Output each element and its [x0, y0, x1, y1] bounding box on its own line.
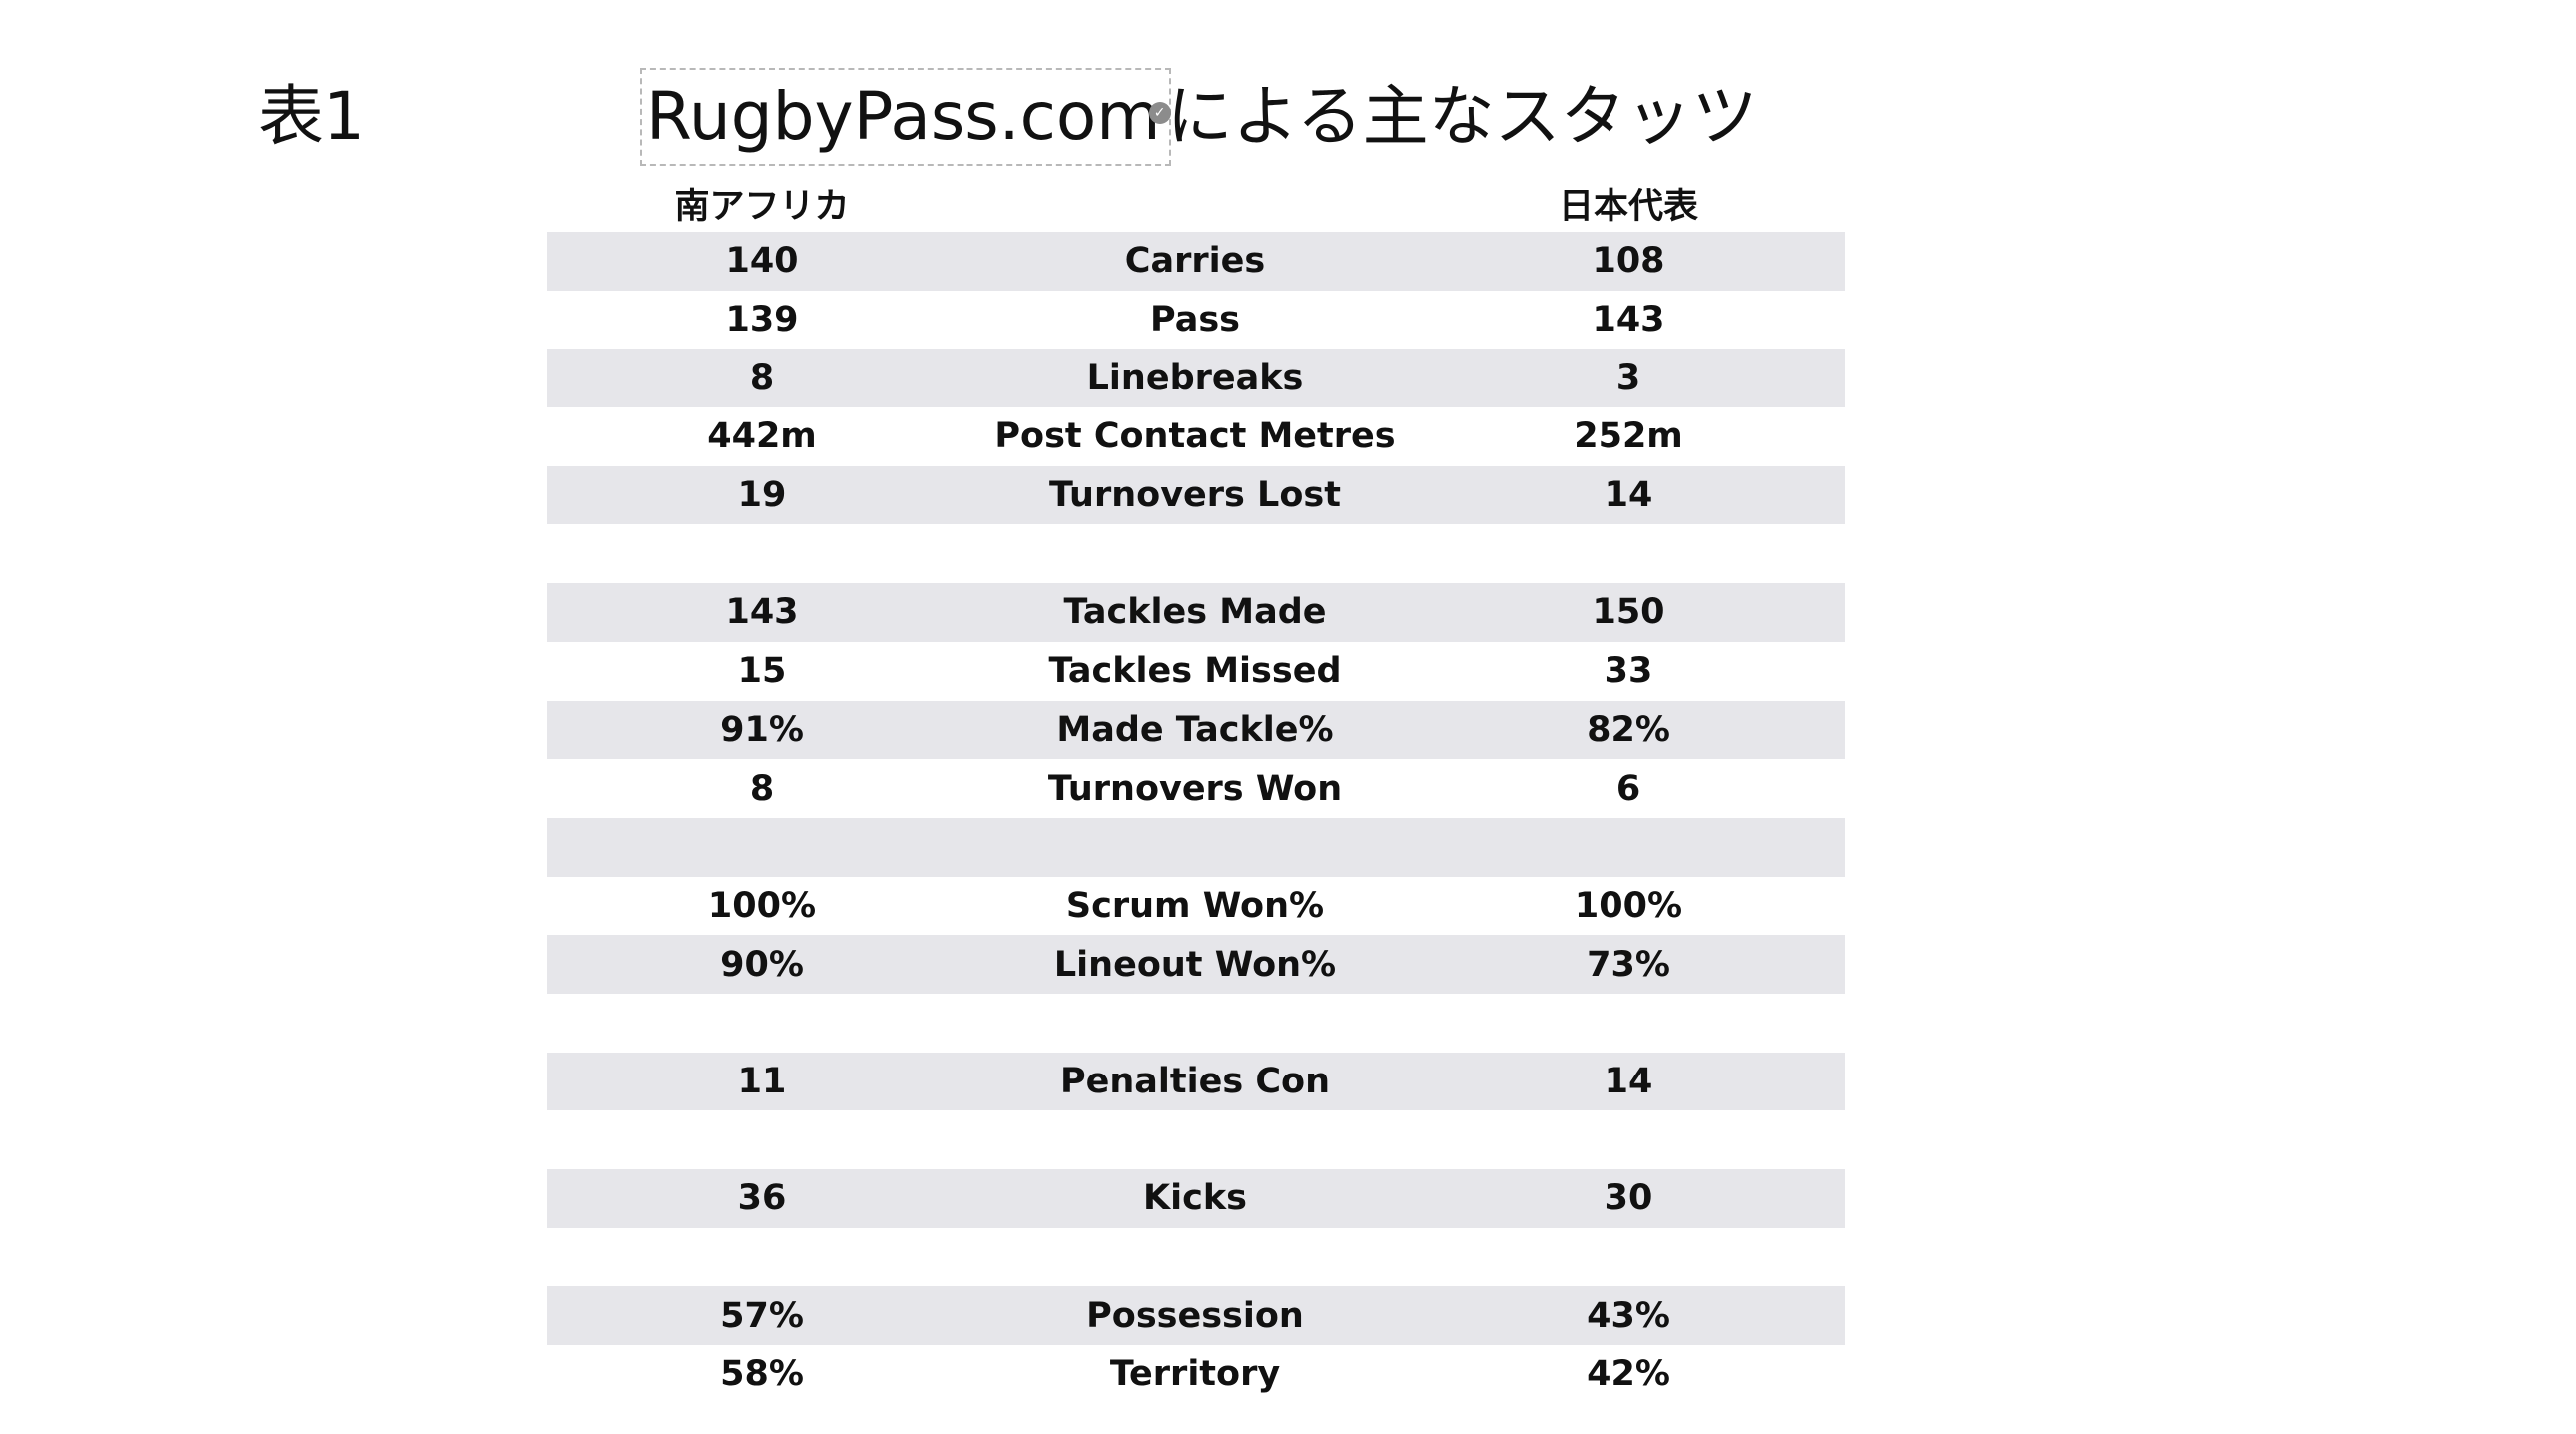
- japan-value: 82%: [1587, 709, 1670, 750]
- stats-table: 南アフリカ 日本代表 140 Carries 108 139 Pass 143 …: [547, 174, 1845, 1404]
- table-row-spacer: [547, 524, 1845, 583]
- table-number: 表1: [258, 78, 365, 155]
- table-row: 8 Linebreaks 3: [547, 349, 1845, 408]
- south-africa-value: 19: [737, 475, 787, 516]
- stat-label: Scrum Won%: [1065, 885, 1325, 926]
- stat-label: Tackles Made: [1063, 592, 1327, 633]
- south-africa-value: 15: [737, 651, 787, 692]
- page-title: RugbyPass.com ✓ による主なスタッツ: [640, 68, 1758, 166]
- table-row: 36 Kicks 30: [547, 1169, 1845, 1228]
- south-africa-value: 8: [749, 768, 775, 809]
- south-africa-value: 139: [725, 300, 799, 341]
- south-africa-value: 58%: [720, 1354, 804, 1395]
- team-name-japan: 日本代表: [1558, 187, 1698, 227]
- japan-value: 43%: [1587, 1295, 1670, 1336]
- south-africa-value: 8: [749, 358, 775, 398]
- japan-value: 14: [1604, 1061, 1653, 1101]
- japan-value: 30: [1604, 1178, 1653, 1219]
- japan-value: 42%: [1587, 1354, 1670, 1395]
- table-row: 57% Possession 43%: [547, 1286, 1845, 1346]
- table-row: 140 Carries 108: [547, 232, 1845, 291]
- table-row: 19 Turnovers Lost 14: [547, 465, 1845, 525]
- south-africa-value: 90%: [720, 944, 804, 985]
- table-row-spacer: [547, 994, 1845, 1053]
- japan-value: 108: [1592, 241, 1665, 282]
- south-africa-value: 143: [725, 592, 799, 633]
- stat-label: Tackles Missed: [1048, 651, 1342, 692]
- stat-label: Territory: [1109, 1354, 1281, 1395]
- stat-label: Post Contact Metres: [994, 416, 1396, 457]
- stat-label: Linebreaks: [1086, 358, 1304, 398]
- japan-value: 14: [1604, 475, 1653, 516]
- stat-label: Possession: [1086, 1295, 1304, 1336]
- table-row: 11 Penalties Con 14: [547, 1052, 1845, 1111]
- link-icon[interactable]: ✓: [1148, 102, 1171, 124]
- south-africa-value: 57%: [720, 1295, 804, 1336]
- stat-label: Penalties Con: [1059, 1061, 1331, 1101]
- south-africa-value: 140: [725, 241, 799, 282]
- japan-value: 3: [1615, 358, 1641, 398]
- japan-value: 150: [1592, 592, 1665, 633]
- table-row: 100% Scrum Won% 100%: [547, 877, 1845, 936]
- stat-label: Lineout Won%: [1053, 944, 1337, 985]
- japan-value: 100%: [1574, 885, 1683, 926]
- japan-value: 252m: [1574, 416, 1683, 457]
- table-row: 442m Post Contact Metres 252m: [547, 407, 1845, 466]
- south-africa-value: 442m: [707, 416, 817, 457]
- title-link-text[interactable]: RugbyPass.com: [646, 78, 1161, 155]
- south-africa-value: 36: [737, 1178, 787, 1219]
- table-row: 91% Made Tackle% 82%: [547, 700, 1845, 760]
- stat-label: Made Tackle%: [1056, 709, 1334, 750]
- south-africa-value: 11: [737, 1061, 787, 1101]
- stat-label: Carries: [1124, 241, 1266, 282]
- japan-value: 6: [1615, 768, 1641, 809]
- team-header-row: 南アフリカ 日本代表: [547, 174, 1845, 232]
- table-row-spacer: [547, 817, 1845, 877]
- title-link[interactable]: RugbyPass.com ✓: [640, 68, 1171, 166]
- japan-value: 33: [1604, 651, 1653, 692]
- table-row: 90% Lineout Won% 73%: [547, 935, 1845, 994]
- south-africa-value: 91%: [720, 709, 804, 750]
- table-row-spacer: [547, 1110, 1845, 1169]
- table-row: 143 Tackles Made 150: [547, 583, 1845, 642]
- stat-label: Turnovers Won: [1047, 768, 1343, 809]
- japan-value: 73%: [1587, 944, 1670, 985]
- table-row: 139 Pass 143: [547, 291, 1845, 350]
- stat-label: Kicks: [1143, 1178, 1247, 1219]
- table-row-spacer: [547, 1228, 1845, 1287]
- table-row: 15 Tackles Missed 33: [547, 642, 1845, 701]
- japan-value: 143: [1592, 300, 1665, 341]
- table-row: 8 Turnovers Won 6: [547, 759, 1845, 818]
- table-row: 58% Territory 42%: [547, 1345, 1845, 1404]
- south-africa-value: 100%: [707, 885, 817, 926]
- title-suffix: による主なスタッツ: [1166, 78, 1758, 155]
- stat-label: Turnovers Lost: [1049, 475, 1341, 516]
- team-name-south-africa: 南アフリカ: [674, 187, 850, 227]
- stat-label: Pass: [1150, 300, 1240, 341]
